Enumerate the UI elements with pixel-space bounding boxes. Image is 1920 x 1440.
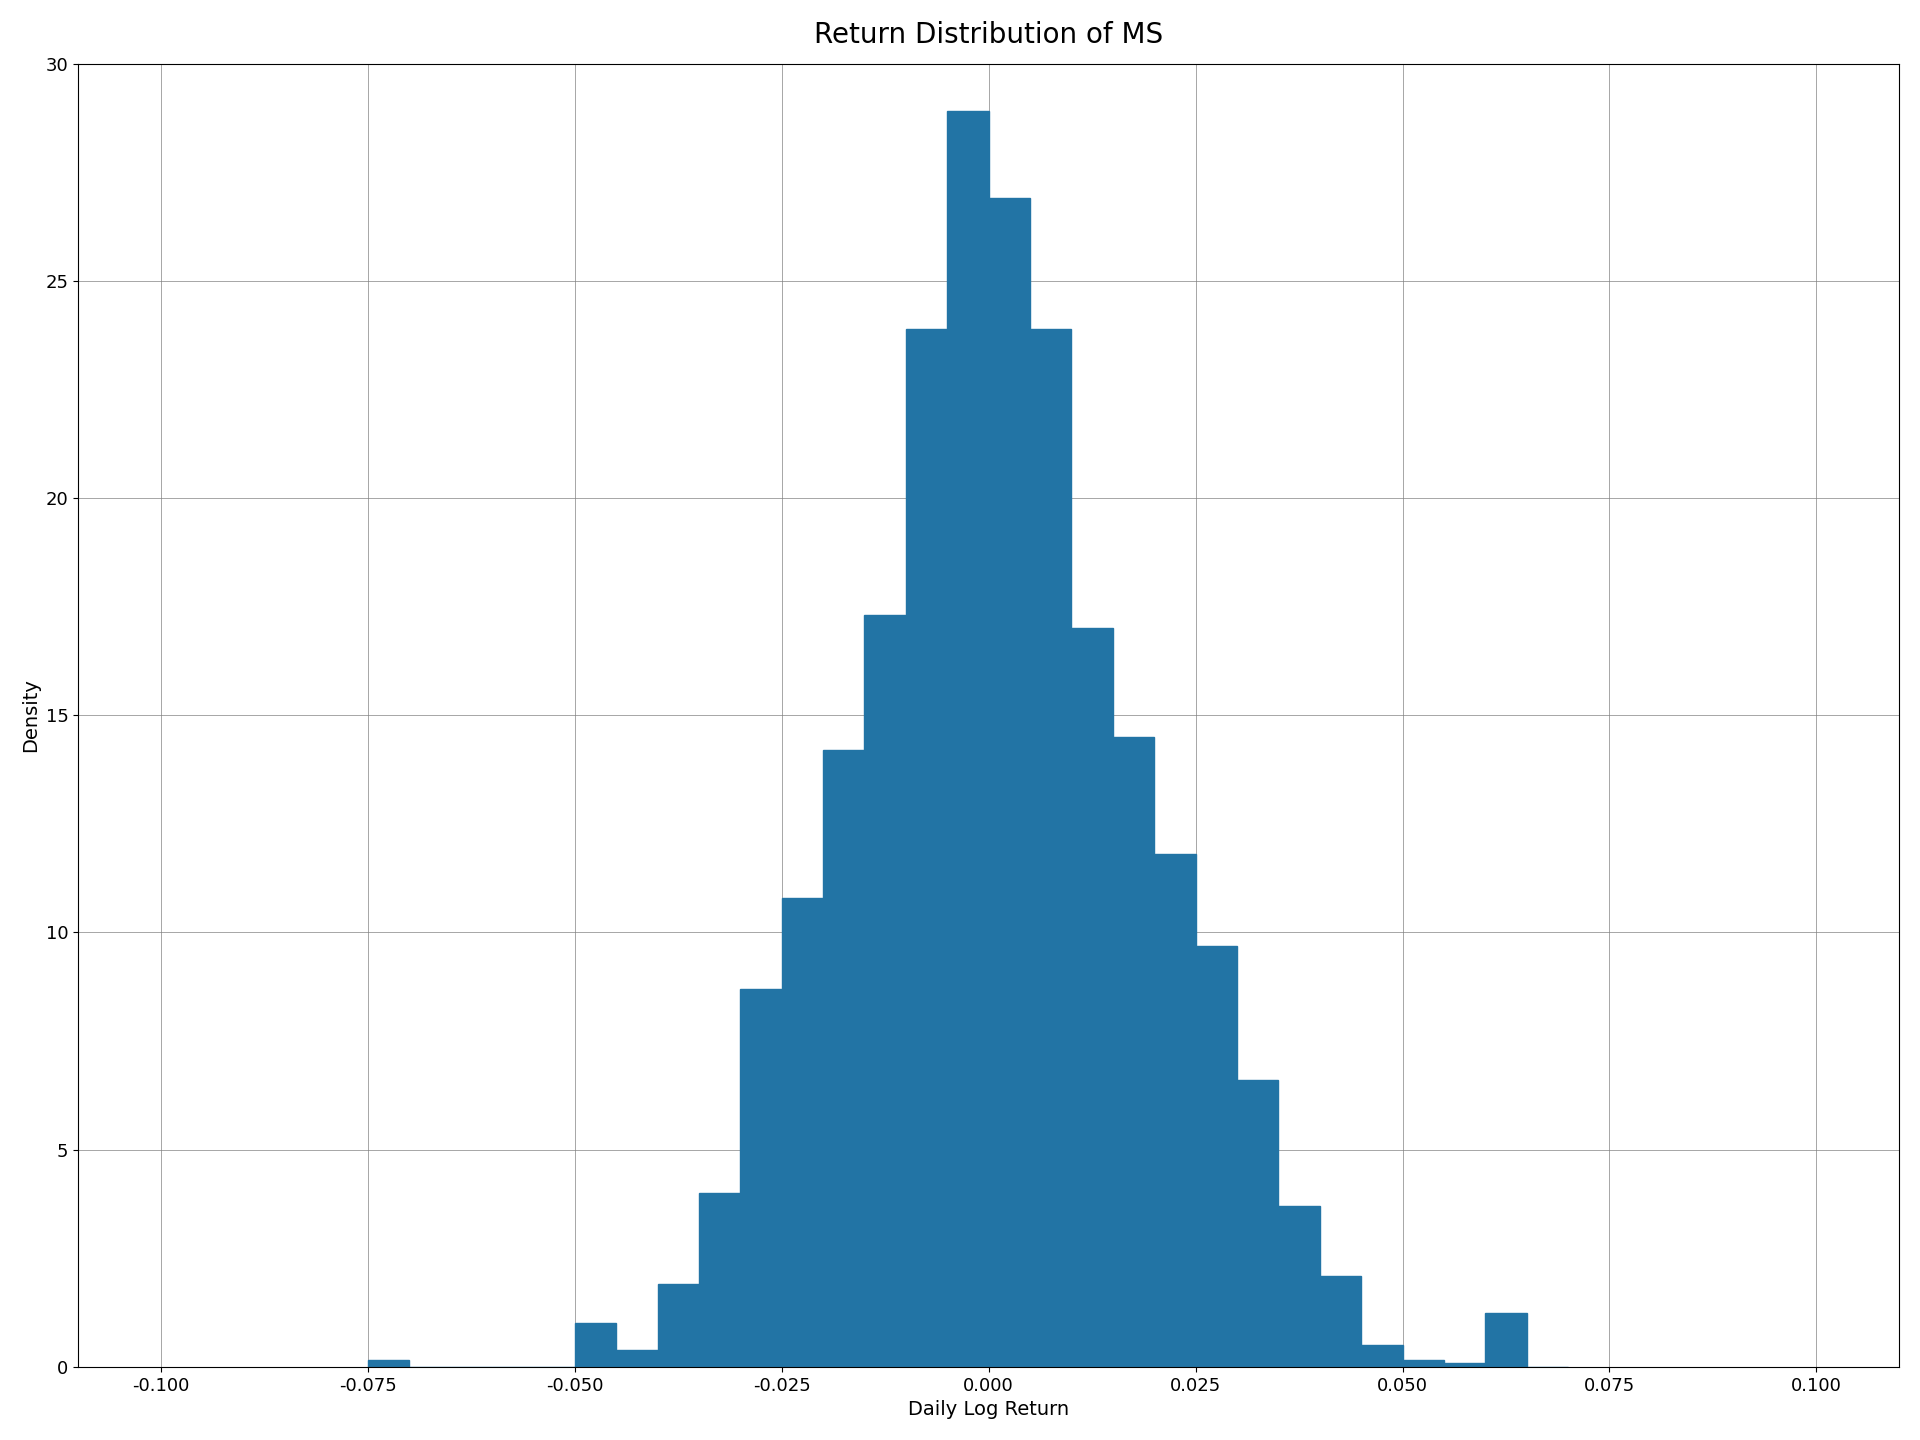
Bar bbox=[1236, 1080, 1279, 1367]
Bar bbox=[1071, 628, 1114, 1367]
Bar bbox=[369, 1361, 409, 1367]
Bar bbox=[947, 111, 989, 1367]
Bar bbox=[906, 328, 947, 1367]
Bar bbox=[1486, 1313, 1526, 1367]
Bar bbox=[1444, 1362, 1486, 1367]
Title: Return Distribution of MS: Return Distribution of MS bbox=[814, 20, 1164, 49]
Bar bbox=[699, 1194, 741, 1367]
Bar bbox=[824, 750, 864, 1367]
Bar bbox=[1114, 737, 1154, 1367]
X-axis label: Daily Log Return: Daily Log Return bbox=[908, 1400, 1069, 1420]
Bar bbox=[864, 615, 906, 1367]
Bar bbox=[657, 1284, 699, 1367]
Bar bbox=[1279, 1207, 1319, 1367]
Bar bbox=[616, 1349, 657, 1367]
Bar bbox=[1029, 328, 1071, 1367]
Bar bbox=[574, 1323, 616, 1367]
Y-axis label: Density: Density bbox=[21, 678, 40, 752]
Bar bbox=[1402, 1361, 1444, 1367]
Bar bbox=[1361, 1345, 1402, 1367]
Bar bbox=[989, 199, 1029, 1367]
Bar bbox=[741, 989, 781, 1367]
Bar bbox=[1196, 946, 1236, 1367]
Bar bbox=[1154, 854, 1196, 1367]
Bar bbox=[781, 897, 824, 1367]
Bar bbox=[1319, 1276, 1361, 1367]
